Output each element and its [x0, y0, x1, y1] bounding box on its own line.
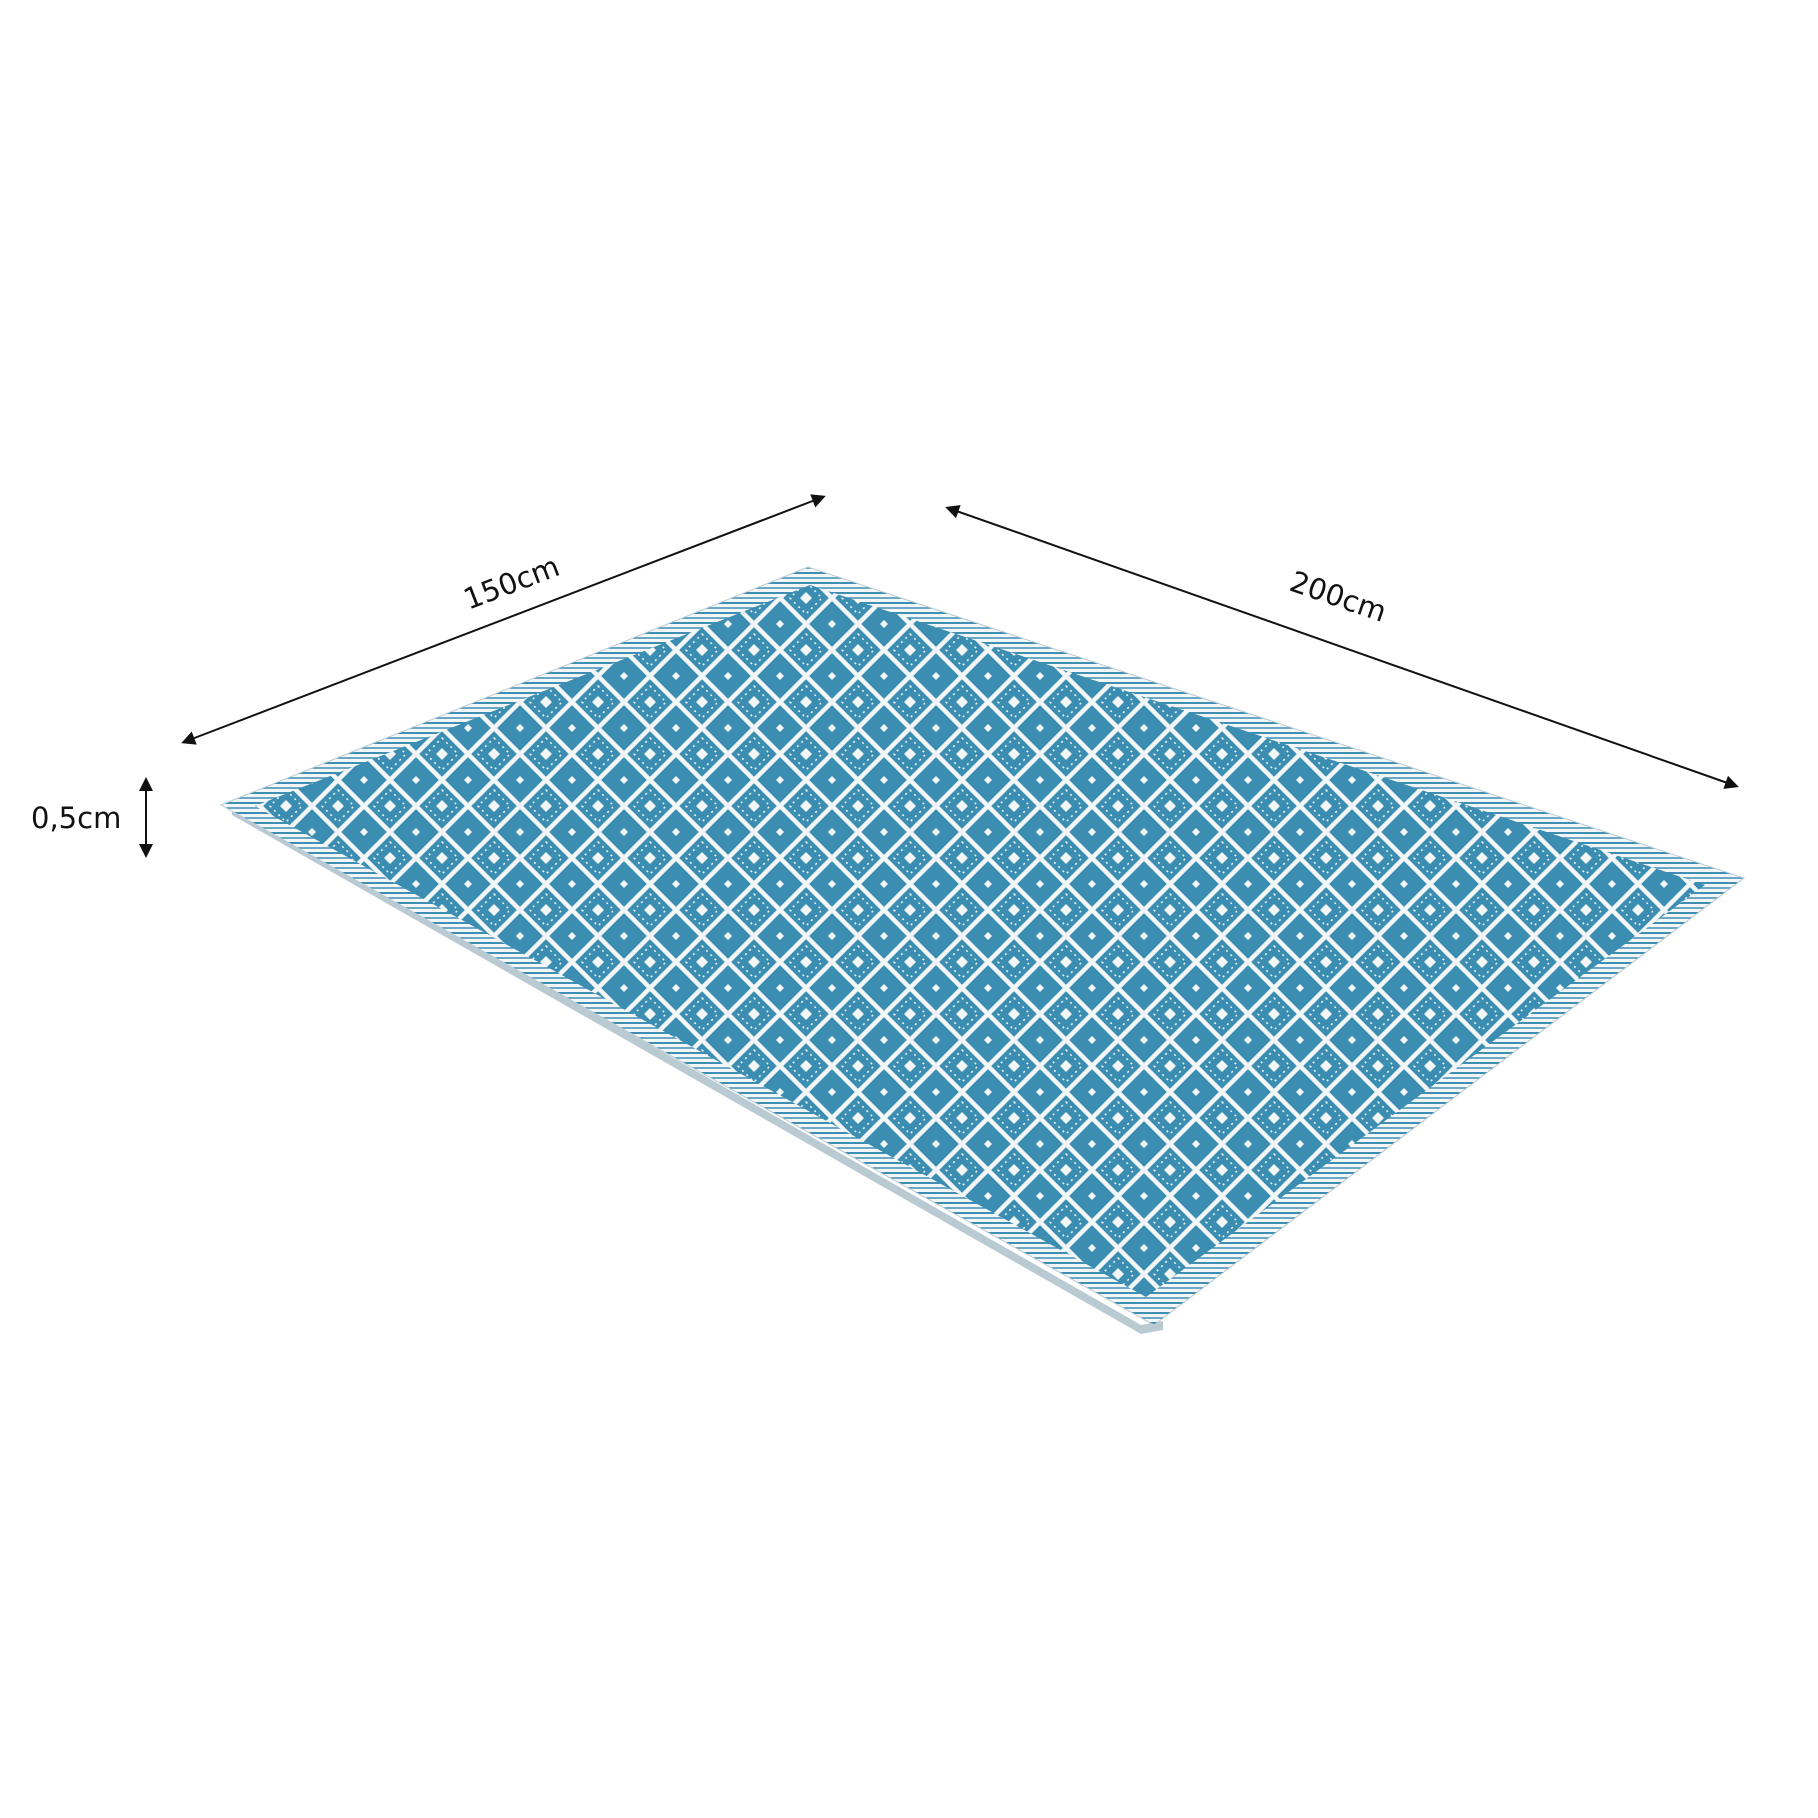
thickness-dimension: 0,5cm — [31, 777, 153, 858]
length-dimension-line — [945, 505, 1739, 789]
rug-highlight — [255, 585, 1705, 1297]
thickness-label: 0,5cm — [31, 801, 121, 835]
length-label: 200cm — [1286, 564, 1391, 629]
outdoor-rug-illustration — [219, 566, 1746, 1334]
width-dimension-line — [181, 494, 826, 745]
width-label: 150cm — [459, 549, 564, 616]
rug-pattern-surface — [255, 585, 1705, 1297]
